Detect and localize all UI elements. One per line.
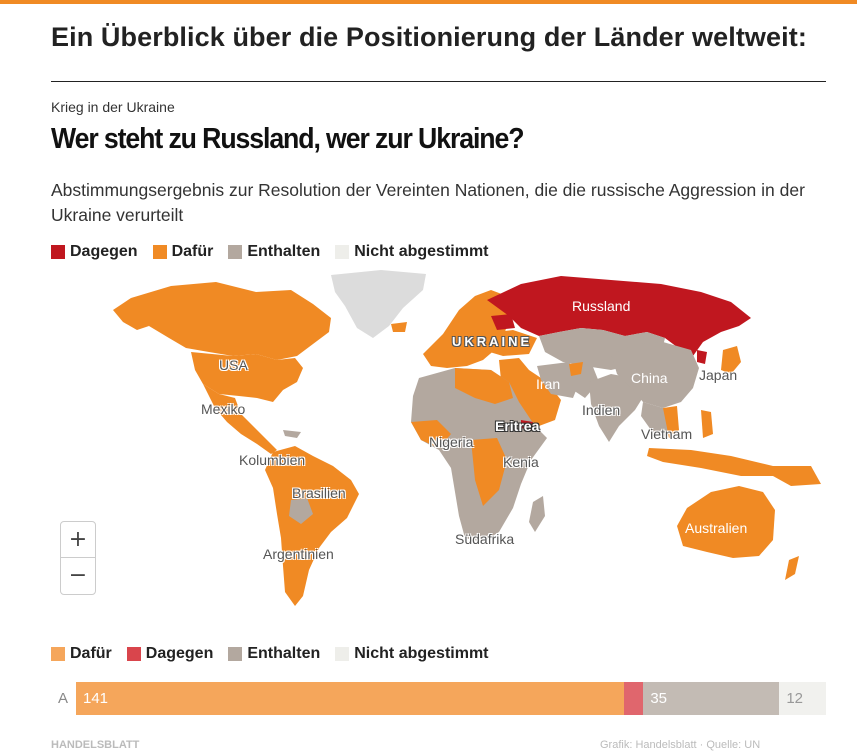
footer-brand: HANDELSBLATT xyxy=(51,739,140,751)
region-iran[interactable] xyxy=(537,362,581,398)
bar-value-label: 35 xyxy=(650,690,668,707)
legend-item-nicht-abgestimmt: Nicht abgestimmt xyxy=(335,243,489,261)
legend-label-dafuer: Dafür xyxy=(171,243,214,260)
bar-legend-item-dafuer: Dafür xyxy=(51,645,112,663)
zoom-in-button[interactable]: + xyxy=(61,522,95,558)
map-label-kolumbien: Kolumbien xyxy=(239,452,306,468)
legend-label-enthalten: Enthalten xyxy=(247,243,321,260)
zoom-out-button[interactable]: − xyxy=(68,563,88,588)
bar-legend: Dafür Dagegen Enthalten Nicht abgestimmt xyxy=(51,645,504,663)
region-philippinen[interactable] xyxy=(701,410,713,438)
region-nahost[interactable] xyxy=(499,358,561,426)
map-label-japan: Japan xyxy=(699,367,738,383)
map-label-argentinien: Argentinien xyxy=(263,546,334,562)
region-westafrika-dafuer[interactable] xyxy=(411,420,451,448)
bar-legend-swatch-enthalten xyxy=(228,647,243,661)
region-mexiko[interactable] xyxy=(203,384,277,454)
chart-subtitle: Abstimmungsergebnis zur Resolution der V… xyxy=(51,180,805,225)
map-label-kenia: Kenia xyxy=(503,454,539,470)
region-bolivien[interactable] xyxy=(289,498,313,524)
chart-headline: Wer steht zu Russland, wer zur Ukraine? xyxy=(51,123,524,155)
bar-segment-dagegen xyxy=(623,682,644,715)
bar-legend-label-dagegen: Dagegen xyxy=(145,645,214,662)
legend-item-enthalten: Enthalten xyxy=(228,243,320,261)
bar-legend-label-nicht-abgestimmt: Nicht abgestimmt xyxy=(354,645,489,662)
map-label-ukraine: UKRAINE xyxy=(452,334,533,349)
region-canada[interactable] xyxy=(131,282,331,360)
region-greenland[interactable] xyxy=(331,270,426,338)
legend-item-dafuer: Dafür xyxy=(152,243,214,261)
region-indien[interactable] xyxy=(589,374,645,442)
legend-swatch-dagegen xyxy=(51,245,65,259)
map-label-eritrea: Eritrea xyxy=(495,418,540,434)
legend-item-dagegen: Dagegen xyxy=(51,243,138,261)
section-divider xyxy=(51,81,826,82)
region-usa[interactable] xyxy=(191,352,303,402)
bar-legend-label-dafuer: Dafür xyxy=(70,645,112,662)
region-nordkorea[interactable] xyxy=(697,350,707,364)
bar-legend-swatch-dafuer xyxy=(51,647,65,661)
vote-bar-row-label: A xyxy=(58,690,69,707)
legend-label-dagegen: Dagegen xyxy=(70,243,138,260)
region-alaska[interactable] xyxy=(113,298,149,330)
region-indonesien[interactable] xyxy=(647,448,779,476)
bar-legend-item-nicht-abgestimmt: Nicht abgestimmt xyxy=(335,645,489,663)
vote-bar-row: A 141 35 12 xyxy=(51,682,826,715)
map-label-usa: USA xyxy=(219,357,248,373)
map-label-nigeria: Nigeria xyxy=(429,434,474,450)
bar-segment-dafuer: 141 xyxy=(76,682,624,715)
legend-swatch-enthalten xyxy=(228,245,243,259)
region-afghanistan[interactable] xyxy=(569,362,583,376)
region-madagaskar[interactable] xyxy=(529,496,545,532)
region-belarus[interactable] xyxy=(491,314,515,330)
bar-segment-nicht-abgestimmt: 12 xyxy=(779,682,826,715)
bar-value-label: 12 xyxy=(786,690,804,707)
vote-stacked-bar: 141 35 12 xyxy=(76,682,826,715)
legend-label-nicht-abgestimmt: Nicht abgestimmt xyxy=(354,243,489,260)
map-label-iran: Iran xyxy=(536,376,561,392)
map-label-china: China xyxy=(631,370,668,386)
map-label-russland: Russland xyxy=(572,298,631,314)
region-nordafrika-dafuer[interactable] xyxy=(455,368,513,404)
accent-top-bar xyxy=(0,0,857,4)
world-map-svg[interactable] xyxy=(51,270,826,620)
region-suedostasien[interactable] xyxy=(641,402,671,440)
region-japan[interactable] xyxy=(721,346,741,374)
region-eritrea[interactable] xyxy=(521,420,533,430)
bar-segment-enthalten: 35 xyxy=(643,682,780,715)
region-suedamerika[interactable] xyxy=(265,446,359,606)
region-china[interactable] xyxy=(611,342,699,408)
legend-swatch-dafuer xyxy=(152,245,167,259)
world-map[interactable]: USA Mexiko Kolumbien Brasilien Argentini… xyxy=(51,270,826,620)
map-label-indien: Indien xyxy=(582,402,621,418)
bar-legend-swatch-dagegen xyxy=(126,647,141,661)
map-label-mexiko: Mexiko xyxy=(201,401,246,417)
bar-value-label: 141 xyxy=(83,690,109,707)
bar-legend-label-enthalten: Enthalten xyxy=(247,645,321,662)
footer-source: Grafik: Handelsblatt · Quelle: UN xyxy=(600,739,761,751)
region-caribbean[interactable] xyxy=(283,430,301,438)
region-australien[interactable] xyxy=(677,486,775,558)
region-papua[interactable] xyxy=(771,466,821,486)
region-island[interactable] xyxy=(391,322,407,332)
region-neuseeland[interactable] xyxy=(785,556,799,580)
legend-swatch-nicht-abgestimmt xyxy=(335,245,350,259)
map-label-vietnam: Vietnam xyxy=(641,426,693,442)
region-ukraine[interactable] xyxy=(481,330,537,356)
map-label-australien: Australien xyxy=(685,520,748,536)
bar-legend-swatch-nicht-abgestimmt xyxy=(335,647,350,661)
region-ostafrika-dafuer[interactable] xyxy=(471,438,507,506)
region-russland[interactable] xyxy=(487,276,751,356)
map-zoom-control: + − xyxy=(60,521,96,595)
map-label-suedafrika: Südafrika xyxy=(455,531,515,547)
map-legend: Dagegen Dafür Enthalten Nicht abgestimmt xyxy=(51,243,504,261)
section-title: Ein Überblick über die Positionierung de… xyxy=(51,22,807,52)
bar-legend-item-dagegen: Dagegen xyxy=(126,645,214,663)
bar-legend-item-enthalten: Enthalten xyxy=(228,645,320,663)
kicker: Krieg in der Ukraine xyxy=(51,99,175,115)
region-vietnam[interactable] xyxy=(663,406,679,438)
map-label-brasilien: Brasilien xyxy=(292,485,346,501)
